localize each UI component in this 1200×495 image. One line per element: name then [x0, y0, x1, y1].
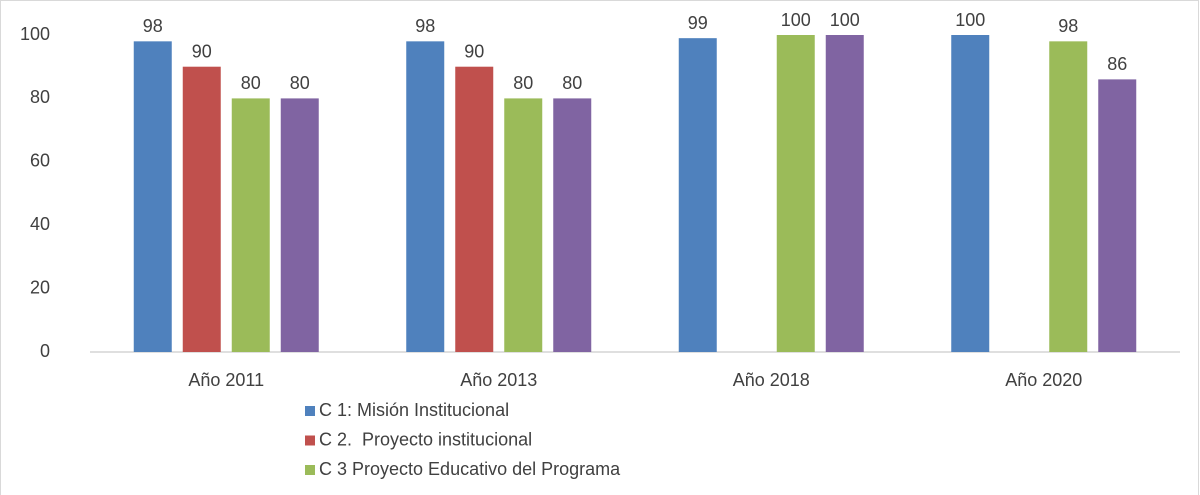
x-tick-label: Año 2011	[188, 370, 264, 390]
x-tick-label: Año 2018	[733, 370, 810, 390]
bar	[1098, 79, 1137, 352]
bar	[406, 41, 445, 353]
x-tick-label: Año 2013	[460, 370, 537, 390]
bar	[1049, 41, 1088, 353]
bar	[504, 98, 543, 353]
y-tick-label: 60	[30, 151, 50, 171]
legend-swatch	[305, 435, 315, 446]
bar	[280, 98, 319, 353]
y-tick-label: 80	[30, 87, 50, 107]
data-label: 100	[781, 10, 811, 30]
data-label: 86	[1107, 54, 1127, 74]
bar	[776, 35, 815, 352]
bar	[825, 35, 864, 352]
data-label: 98	[1058, 16, 1078, 36]
y-tick-label: 100	[20, 24, 50, 44]
data-label: 98	[415, 16, 435, 36]
data-label: 80	[290, 73, 310, 93]
y-tick-label: 20	[30, 277, 50, 297]
data-label: 90	[464, 41, 484, 61]
y-tick-label: 40	[30, 214, 50, 234]
bar	[231, 98, 270, 353]
data-label: 98	[143, 16, 163, 36]
data-label: 100	[830, 10, 860, 30]
data-label: 100	[955, 10, 985, 30]
legend-label: C 3 Proyecto Educativo del Programa	[319, 459, 621, 479]
data-label: 99	[688, 13, 708, 33]
bar	[951, 35, 990, 352]
bar	[133, 41, 172, 353]
legend-swatch	[305, 465, 315, 475]
data-label: 80	[562, 73, 582, 93]
legend-label: C 2. Proyecto institucional	[319, 429, 532, 449]
bar	[678, 38, 717, 353]
data-label: 80	[513, 73, 533, 93]
y-tick-label: 0	[40, 341, 50, 361]
data-label: 80	[241, 73, 261, 93]
legend-label: C 1: Misión Institucional	[319, 400, 509, 420]
bar	[182, 66, 221, 352]
bar	[455, 66, 494, 352]
x-tick-label: Año 2020	[1005, 370, 1082, 390]
legend-swatch	[305, 406, 315, 416]
data-label: 90	[192, 41, 212, 61]
bar	[553, 98, 592, 353]
